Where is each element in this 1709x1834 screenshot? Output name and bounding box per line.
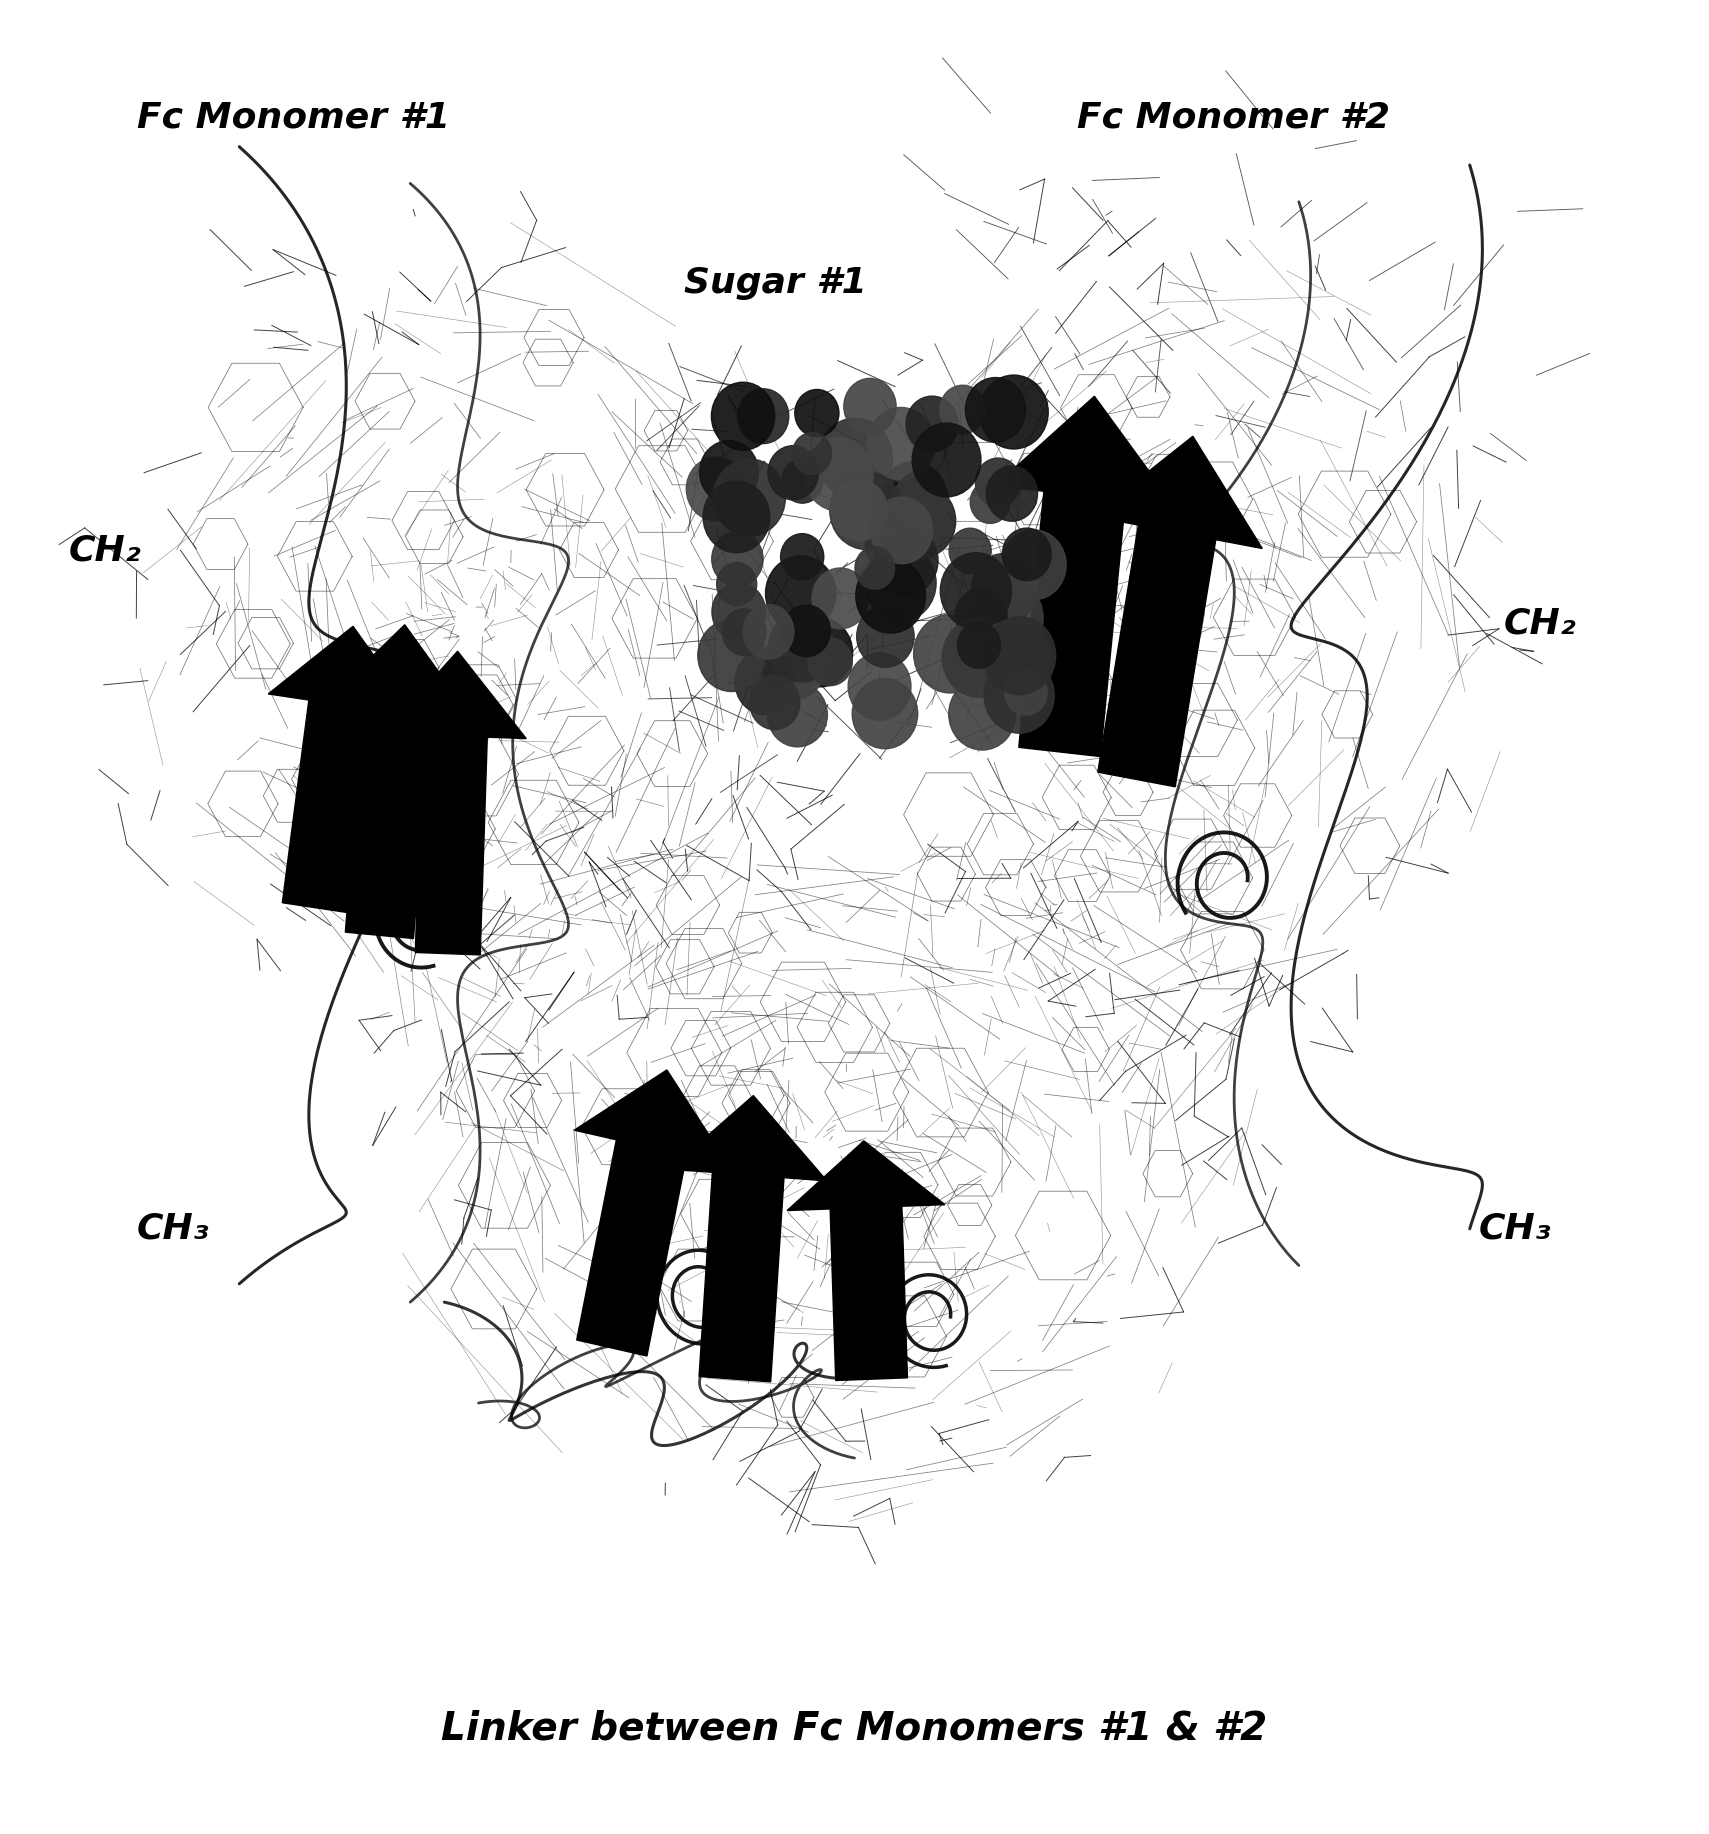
Circle shape [1005, 669, 1048, 715]
Circle shape [969, 578, 1042, 657]
Circle shape [940, 552, 1012, 629]
FancyArrow shape [995, 396, 1174, 757]
Circle shape [914, 614, 986, 693]
FancyArrow shape [1092, 436, 1263, 787]
Circle shape [986, 466, 1037, 521]
Circle shape [943, 622, 1007, 691]
Circle shape [844, 378, 896, 435]
Circle shape [856, 605, 914, 668]
Circle shape [831, 479, 887, 541]
Text: Sugar #1: Sugar #1 [684, 266, 866, 301]
Text: Fc Monomer #2: Fc Monomer #2 [1077, 101, 1389, 136]
Circle shape [713, 458, 786, 536]
Circle shape [870, 497, 933, 563]
Circle shape [979, 374, 1048, 449]
Circle shape [812, 569, 868, 629]
Circle shape [795, 389, 839, 436]
Circle shape [702, 481, 769, 552]
Circle shape [762, 631, 825, 699]
Circle shape [865, 517, 916, 572]
Circle shape [711, 381, 774, 449]
Circle shape [880, 462, 947, 534]
Circle shape [781, 458, 824, 503]
Circle shape [971, 554, 1037, 624]
Circle shape [940, 385, 986, 435]
Text: CH₃: CH₃ [1478, 1212, 1550, 1245]
Circle shape [848, 653, 911, 721]
Circle shape [966, 378, 1025, 442]
Circle shape [805, 438, 873, 512]
FancyArrow shape [383, 651, 526, 956]
Circle shape [866, 407, 935, 481]
Circle shape [948, 528, 991, 574]
Circle shape [873, 526, 938, 594]
Circle shape [971, 481, 1010, 523]
Circle shape [1001, 528, 1051, 581]
Circle shape [831, 471, 902, 550]
FancyArrow shape [323, 625, 473, 939]
Circle shape [984, 658, 1054, 734]
Circle shape [913, 424, 981, 497]
Circle shape [957, 622, 1000, 668]
Circle shape [955, 589, 1007, 644]
Circle shape [783, 605, 831, 657]
Circle shape [948, 679, 1015, 750]
Circle shape [766, 556, 836, 631]
Circle shape [743, 605, 795, 658]
Text: Fc Monomer #1: Fc Monomer #1 [137, 101, 449, 136]
Circle shape [767, 446, 819, 501]
Circle shape [976, 458, 1020, 506]
FancyArrow shape [268, 627, 417, 913]
Circle shape [986, 624, 1051, 693]
Circle shape [854, 547, 894, 589]
Circle shape [793, 433, 832, 475]
Circle shape [687, 457, 745, 521]
Text: Linker between Fc Monomers #1 & #2: Linker between Fc Monomers #1 & #2 [441, 1709, 1268, 1748]
Text: CH₂: CH₂ [1504, 607, 1576, 640]
FancyArrow shape [670, 1095, 827, 1381]
Circle shape [817, 418, 892, 499]
Circle shape [767, 682, 827, 746]
Circle shape [713, 583, 766, 640]
Circle shape [711, 532, 764, 587]
FancyArrow shape [574, 1069, 728, 1355]
Circle shape [906, 396, 959, 451]
Circle shape [738, 389, 790, 444]
Circle shape [853, 679, 918, 748]
Circle shape [808, 638, 853, 686]
Circle shape [788, 618, 853, 688]
Text: CH₂: CH₂ [68, 534, 140, 567]
Circle shape [983, 616, 1056, 695]
Circle shape [894, 471, 948, 532]
Circle shape [1001, 530, 1066, 600]
Circle shape [942, 618, 1017, 697]
Circle shape [872, 482, 921, 536]
Text: CH₃: CH₃ [137, 1212, 208, 1245]
Circle shape [750, 675, 800, 730]
Circle shape [865, 545, 937, 622]
Circle shape [723, 609, 766, 655]
FancyArrow shape [788, 1141, 945, 1381]
Circle shape [769, 613, 834, 682]
Circle shape [716, 563, 757, 605]
Circle shape [781, 534, 824, 580]
Circle shape [856, 558, 926, 633]
Circle shape [735, 649, 796, 715]
Circle shape [887, 484, 955, 558]
Circle shape [697, 620, 766, 691]
Circle shape [699, 440, 759, 504]
